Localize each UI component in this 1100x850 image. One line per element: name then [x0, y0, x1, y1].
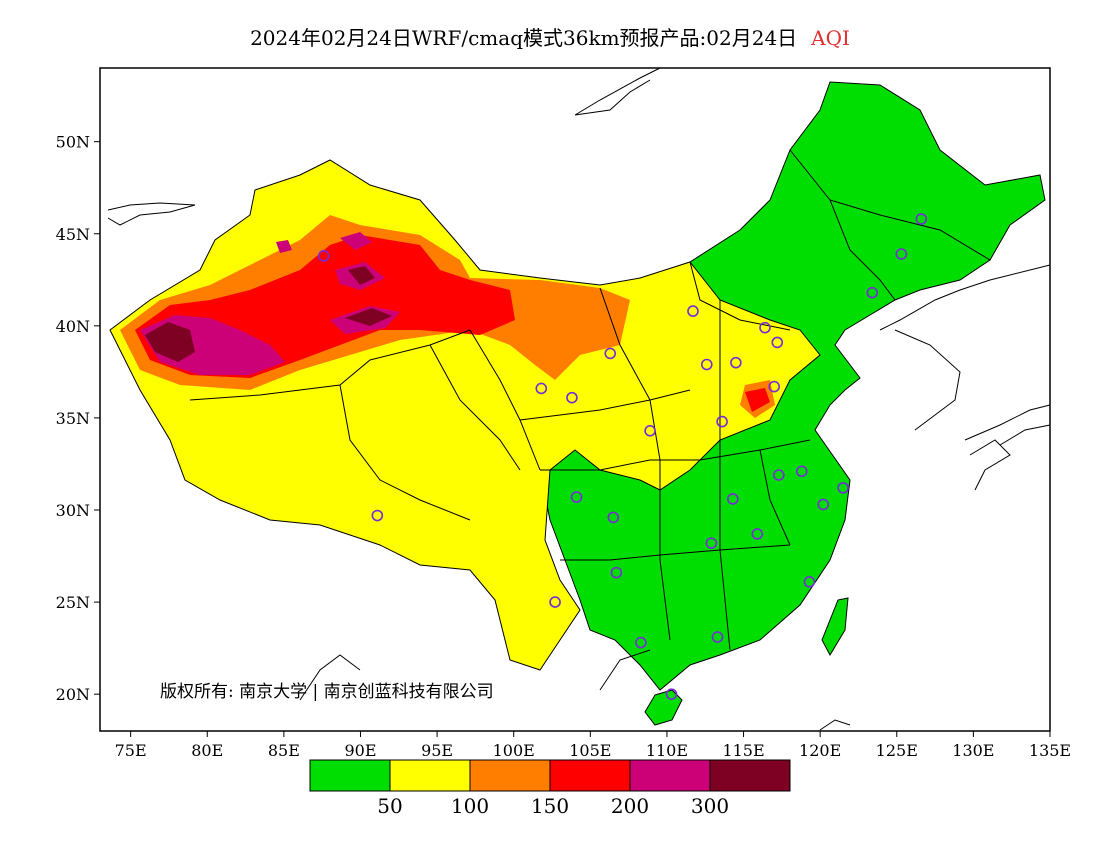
title-text: 2024年02月24日WRF/cmaq模式36km预报产品:02月24日 [250, 26, 798, 50]
city-station-marker [604, 347, 617, 360]
lon-tick-label: 115E [722, 741, 764, 760]
lon-tick-label: 105E [569, 741, 611, 760]
legend-label: 200 [611, 794, 649, 818]
map-frame [99, 67, 1051, 732]
city-station-marker [700, 358, 713, 371]
city-station-marker [895, 248, 908, 260]
legend-swatch [709, 759, 791, 792]
lat-tick-label: 50N [56, 133, 90, 152]
city-station-marker [837, 482, 849, 494]
lat-tick-label: 45N [56, 225, 90, 244]
title-variable: AQI [811, 26, 850, 50]
map-title: 2024年02月24日WRF/cmaq模式36km预报产品:02月24日 AQI [0, 22, 1100, 51]
city-station-marker [570, 491, 583, 503]
city-station-marker [727, 493, 739, 505]
lon-axis: 75E 80E 85E 90E 95E 100E 105E 110E 115E 120E 125E 1… [115, 731, 1071, 760]
legend-swatch [389, 759, 471, 792]
city-station-marker [705, 537, 718, 549]
legend-label: 50 [377, 794, 402, 818]
legend-label: 150 [531, 794, 569, 818]
legend-swatch [549, 759, 631, 792]
lon-tick-label: 90E [344, 741, 376, 760]
lon-tick-label: 110E [646, 741, 688, 760]
region-maroon-3 [348, 266, 375, 285]
lat-tick-label: 30N [56, 501, 90, 520]
copyright-text: 版权所有: 南京大学 | 南京创蓝科技有限公司 [160, 682, 494, 702]
city-station-marker [768, 380, 780, 393]
city-station-marker [549, 596, 561, 608]
city-station-marker [566, 391, 578, 404]
region-maroon [145, 322, 195, 362]
province-boundaries [189, 149, 991, 651]
lat-tick-label: 25N [56, 593, 90, 612]
legend-label: 100 [451, 794, 489, 818]
lon-tick-label: 95E [421, 741, 453, 760]
island-taiwan [821, 597, 849, 657]
city-station-marker [817, 498, 830, 511]
lon-tick-label: 135E [1029, 741, 1071, 760]
lon-tick-label: 125E [876, 741, 918, 760]
region-red-hotspot [745, 388, 770, 412]
city-station-marker [635, 636, 647, 649]
city-station-marker [687, 305, 699, 317]
city-station-marker [665, 688, 678, 700]
region-magenta-5 [276, 240, 292, 253]
lon-tick-label: 85E [268, 741, 300, 760]
city-station-marker [716, 415, 728, 428]
aqi-legend: 50 100 150 200 300 [309, 759, 791, 818]
region-magenta-4 [340, 232, 372, 250]
city-station-marker [535, 382, 548, 395]
city-station-marker [866, 286, 879, 299]
lon-tick-label: 100E [493, 741, 535, 760]
legend-label: 300 [691, 794, 729, 818]
legend-swatch [469, 759, 551, 792]
lon-tick-label: 75E [115, 741, 147, 760]
city-station-marker [759, 321, 771, 334]
city-station-marker [644, 425, 656, 437]
city-station-marker [711, 631, 724, 643]
lat-axis: 20N 25N 30N 35N 40N 45N 50N [56, 133, 100, 704]
lon-tick-label: 80E [191, 741, 223, 760]
city-station-marker [751, 528, 764, 540]
city-station-marker [730, 356, 742, 369]
city-station-marker [371, 509, 384, 522]
city-station-marker [772, 469, 785, 481]
lat-tick-label: 20N [56, 685, 90, 704]
city-station-marker [607, 511, 620, 524]
region-maroon-2 [345, 308, 392, 326]
legend-swatch [629, 759, 711, 792]
lon-tick-label: 130E [952, 741, 994, 760]
city-station-marker [610, 566, 623, 579]
lon-tick-label: 120E [799, 741, 841, 760]
lat-tick-label: 40N [56, 317, 90, 336]
city-station-marker [803, 576, 816, 588]
station-markers [317, 213, 928, 700]
city-station-marker [317, 250, 330, 262]
map-layers [109, 81, 1046, 726]
city-station-marker [795, 465, 808, 478]
legend-swatch [309, 759, 391, 792]
lat-tick-label: 35N [56, 409, 90, 428]
coastlines [107, 67, 1051, 731]
city-station-marker [915, 213, 928, 225]
city-station-marker [771, 336, 784, 349]
